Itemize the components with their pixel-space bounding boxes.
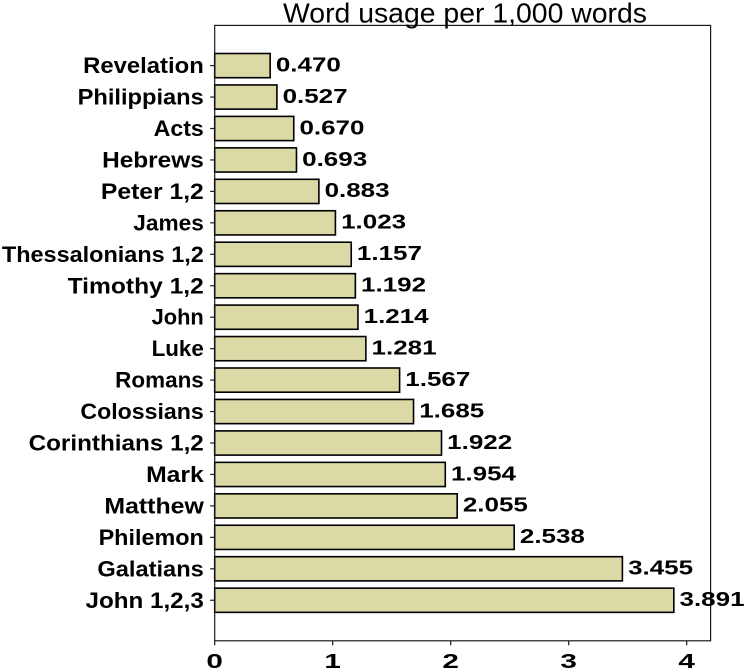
svg-text:1.685: 1.685	[419, 400, 484, 422]
svg-text:2: 2	[442, 651, 459, 671]
svg-text:1.192: 1.192	[361, 275, 426, 297]
svg-text:Matthew: Matthew	[104, 493, 204, 518]
svg-text:Philippians: Philippians	[78, 85, 204, 110]
svg-text:Colossians: Colossians	[80, 399, 203, 424]
svg-text:0.883: 0.883	[325, 180, 390, 202]
svg-text:1.567: 1.567	[405, 369, 470, 391]
svg-text:1.281: 1.281	[372, 337, 437, 359]
svg-text:1.922: 1.922	[447, 432, 512, 454]
svg-text:1.157: 1.157	[357, 243, 422, 265]
svg-text:2.538: 2.538	[520, 526, 585, 548]
svg-text:3.891: 3.891	[680, 589, 744, 611]
svg-text:4: 4	[678, 651, 696, 671]
svg-text:Thessalonians 1,2: Thessalonians 1,2	[2, 242, 204, 267]
svg-text:Mark: Mark	[146, 462, 205, 487]
svg-text:Philemon: Philemon	[99, 525, 204, 550]
svg-text:Romans: Romans	[115, 368, 204, 393]
svg-text:Word usage per 1,000 words: Word usage per 1,000 words	[283, 0, 647, 28]
svg-text:1.954: 1.954	[451, 463, 517, 485]
svg-text:3.455: 3.455	[628, 558, 693, 580]
svg-text:0.527: 0.527	[283, 86, 348, 108]
svg-text:Hebrews: Hebrews	[102, 147, 204, 172]
svg-text:1.214: 1.214	[364, 306, 430, 328]
svg-text:John: John	[152, 305, 204, 330]
svg-text:Luke: Luke	[152, 336, 204, 361]
svg-text:3: 3	[560, 651, 577, 671]
svg-text:1: 1	[324, 651, 341, 671]
svg-text:Corinthians 1,2: Corinthians 1,2	[29, 431, 204, 456]
svg-text:Revelation: Revelation	[83, 53, 204, 78]
svg-text:John 1,2,3: John 1,2,3	[86, 588, 204, 613]
svg-text:Acts: Acts	[154, 116, 204, 141]
svg-text:James: James	[133, 210, 204, 235]
svg-text:0: 0	[206, 651, 223, 671]
svg-text:0.470: 0.470	[276, 54, 341, 76]
svg-text:Peter 1,2: Peter 1,2	[101, 179, 204, 204]
svg-text:2.055: 2.055	[463, 495, 528, 517]
svg-text:1.023: 1.023	[341, 212, 406, 234]
svg-text:Timothy 1,2: Timothy 1,2	[68, 273, 204, 298]
svg-text:0.693: 0.693	[302, 149, 367, 171]
svg-text:0.670: 0.670	[299, 117, 364, 139]
svg-text:Galatians: Galatians	[97, 556, 203, 581]
